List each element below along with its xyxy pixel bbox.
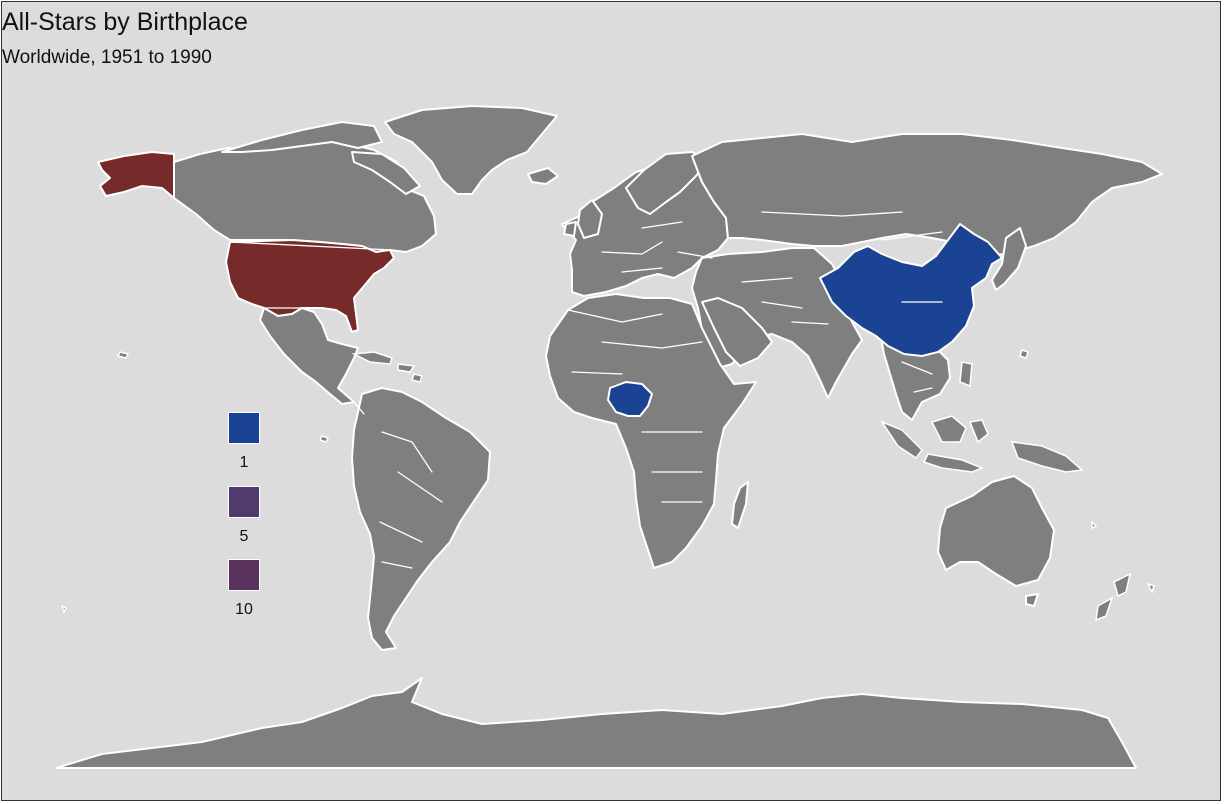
scandinavia	[625, 151, 709, 215]
indonesia-islands	[880, 361, 1084, 473]
page-title: All-Stars by Birthplace	[2, 8, 248, 36]
legend-label-10: 10	[235, 601, 253, 618]
legend-label-1: 1	[239, 454, 249, 471]
page-subtitle: Worldwide, 1951 to 1990	[2, 47, 212, 68]
country-borders	[173, 153, 943, 569]
antarctica	[55, 677, 1137, 769]
legend-label-5: 5	[239, 528, 249, 545]
australia	[937, 475, 1055, 587]
nigeria	[607, 381, 653, 417]
usa-contiguous	[225, 239, 395, 333]
china	[819, 223, 1003, 357]
mexico-central-america	[259, 307, 359, 405]
usa-alaska	[97, 151, 175, 199]
caribbean-islands	[351, 351, 423, 383]
legend-swatch-5	[228, 486, 260, 518]
new-zealand	[1095, 572, 1132, 622]
small-islands	[60, 349, 1155, 614]
british-isles	[563, 199, 603, 239]
arabian-peninsula	[701, 297, 773, 367]
canada	[173, 141, 437, 253]
russia-asia	[691, 133, 1163, 257]
legend-swatch-1	[228, 412, 260, 444]
baffin-island	[351, 151, 421, 195]
south-america	[351, 387, 491, 651]
iceland	[527, 167, 559, 185]
greenland	[384, 105, 558, 195]
japan	[991, 227, 1027, 291]
canada-arctic-islands	[221, 121, 383, 153]
legend-swatch-10	[228, 559, 260, 591]
africa	[545, 293, 757, 569]
madagascar	[731, 481, 749, 529]
tasmania	[1025, 593, 1039, 607]
